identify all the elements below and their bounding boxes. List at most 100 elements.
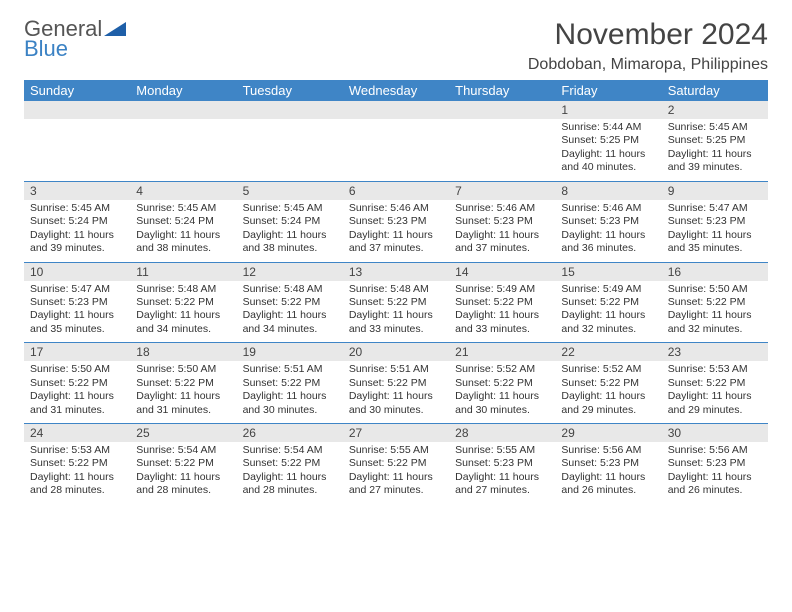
day-number-row: 12 [24,101,768,119]
sunset-text: Sunset: 5:22 PM [349,457,443,470]
day-number: 28 [449,424,555,442]
day-number: 29 [555,424,661,442]
day-number: 2 [662,101,768,119]
day-number: 10 [24,263,130,281]
daylight-text: Daylight: 11 hours and 26 minutes. [561,471,655,498]
daylight-text: Daylight: 11 hours and 40 minutes. [561,148,655,175]
day-details: Sunrise: 5:53 AMSunset: 5:22 PMDaylight:… [662,361,768,423]
day-number: 14 [449,263,555,281]
day-details: Sunrise: 5:45 AMSunset: 5:25 PMDaylight:… [662,119,768,181]
day-header: Friday [555,80,661,101]
daylight-text: Daylight: 11 hours and 30 minutes. [455,390,549,417]
week-block: 12Sunrise: 5:44 AMSunset: 5:25 PMDayligh… [24,101,768,181]
sunset-text: Sunset: 5:22 PM [136,457,230,470]
sunrise-text: Sunrise: 5:55 AM [349,444,443,457]
day-number-row: 24252627282930 [24,424,768,442]
week-block: 10111213141516Sunrise: 5:47 AMSunset: 5:… [24,262,768,343]
daylight-text: Daylight: 11 hours and 33 minutes. [349,309,443,336]
sunset-text: Sunset: 5:25 PM [668,134,762,147]
daylight-text: Daylight: 11 hours and 28 minutes. [243,471,337,498]
sunset-text: Sunset: 5:22 PM [243,377,337,390]
sunrise-text: Sunrise: 5:48 AM [349,283,443,296]
day-number: 22 [555,343,661,361]
day-details: Sunrise: 5:46 AMSunset: 5:23 PMDaylight:… [555,200,661,262]
sunset-text: Sunset: 5:23 PM [668,457,762,470]
logo-triangle-icon [104,18,126,40]
day-number: 9 [662,182,768,200]
sunset-text: Sunset: 5:23 PM [668,215,762,228]
daylight-text: Daylight: 11 hours and 32 minutes. [668,309,762,336]
sunrise-text: Sunrise: 5:52 AM [561,363,655,376]
daylight-text: Daylight: 11 hours and 31 minutes. [136,390,230,417]
sunrise-text: Sunrise: 5:51 AM [243,363,337,376]
day-number: 18 [130,343,236,361]
sunset-text: Sunset: 5:22 PM [136,377,230,390]
day-header: Tuesday [237,80,343,101]
day-number: 13 [343,263,449,281]
sunset-text: Sunset: 5:23 PM [30,296,124,309]
day-header: Sunday [24,80,130,101]
sunrise-text: Sunrise: 5:45 AM [243,202,337,215]
header: General Blue November 2024 Dobdoban, Mim… [24,18,768,74]
day-details: Sunrise: 5:51 AMSunset: 5:22 PMDaylight:… [343,361,449,423]
day-number-row: 10111213141516 [24,263,768,281]
sunset-text: Sunset: 5:23 PM [561,215,655,228]
sunset-text: Sunset: 5:22 PM [349,377,443,390]
day-details: Sunrise: 5:44 AMSunset: 5:25 PMDaylight:… [555,119,661,181]
day-header: Monday [130,80,236,101]
sunrise-text: Sunrise: 5:46 AM [349,202,443,215]
day-number: 8 [555,182,661,200]
sunset-text: Sunset: 5:22 PM [243,457,337,470]
sunset-text: Sunset: 5:22 PM [136,296,230,309]
sunrise-text: Sunrise: 5:51 AM [349,363,443,376]
details-row: Sunrise: 5:45 AMSunset: 5:24 PMDaylight:… [24,200,768,262]
sunrise-text: Sunrise: 5:56 AM [668,444,762,457]
page-title: November 2024 [528,18,768,52]
sunset-text: Sunset: 5:23 PM [455,457,549,470]
day-number [449,101,555,119]
day-number: 26 [237,424,343,442]
sunrise-text: Sunrise: 5:50 AM [668,283,762,296]
day-details: Sunrise: 5:47 AMSunset: 5:23 PMDaylight:… [662,200,768,262]
day-details: Sunrise: 5:55 AMSunset: 5:22 PMDaylight:… [343,442,449,504]
sunset-text: Sunset: 5:23 PM [349,215,443,228]
sunrise-text: Sunrise: 5:53 AM [30,444,124,457]
day-header: Thursday [449,80,555,101]
page-subtitle: Dobdoban, Mimaropa, Philippines [528,56,768,74]
day-details: Sunrise: 5:51 AMSunset: 5:22 PMDaylight:… [237,361,343,423]
day-details: Sunrise: 5:53 AMSunset: 5:22 PMDaylight:… [24,442,130,504]
calendar-page: General Blue November 2024 Dobdoban, Mim… [0,0,792,514]
logo: General Blue [24,18,126,60]
day-number: 15 [555,263,661,281]
details-row: Sunrise: 5:53 AMSunset: 5:22 PMDaylight:… [24,442,768,504]
daylight-text: Daylight: 11 hours and 39 minutes. [30,229,124,256]
daylight-text: Daylight: 11 hours and 28 minutes. [136,471,230,498]
details-row: Sunrise: 5:47 AMSunset: 5:23 PM Daylight:… [24,281,768,343]
day-number [343,101,449,119]
day-number: 1 [555,101,661,119]
sunrise-text: Sunrise: 5:47 AM [30,283,124,296]
details-row: Sunrise: 5:44 AMSunset: 5:25 PMDaylight:… [24,119,768,181]
day-details: Sunrise: 5:56 AMSunset: 5:23 PMDaylight:… [662,442,768,504]
day-number [130,101,236,119]
calendar-grid: SundayMondayTuesdayWednesdayThursdayFrid… [24,80,768,504]
day-details: Sunrise: 5:48 AMSunset: 5:22 PMDaylight:… [237,281,343,343]
day-details: Sunrise: 5:46 AMSunset: 5:23 PMDaylight:… [343,200,449,262]
day-details: Sunrise: 5:47 AMSunset: 5:23 PMDaylight:… [24,281,130,343]
day-number: 30 [662,424,768,442]
day-number: 27 [343,424,449,442]
sunrise-text: Sunrise: 5:50 AM [136,363,230,376]
day-number [237,101,343,119]
weeks-container: 12Sunrise: 5:44 AMSunset: 5:25 PMDayligh… [24,101,768,504]
day-details: Sunrise: 5:46 AMSunset: 5:23 PMDaylight:… [449,200,555,262]
sunrise-text: Sunrise: 5:53 AM [668,363,762,376]
sunset-text: Sunset: 5:22 PM [561,377,655,390]
header-right: November 2024 Dobdoban, Mimaropa, Philip… [528,18,768,74]
day-details [130,119,236,181]
sunset-text: Sunset: 5:22 PM [455,296,549,309]
sunset-text: Sunset: 5:22 PM [349,296,443,309]
daylight-text: Daylight: 11 hours and 34 minutes. [136,309,230,336]
day-details [343,119,449,181]
sunset-text: Sunset: 5:23 PM [561,457,655,470]
sunset-text: Sunset: 5:23 PM [455,215,549,228]
